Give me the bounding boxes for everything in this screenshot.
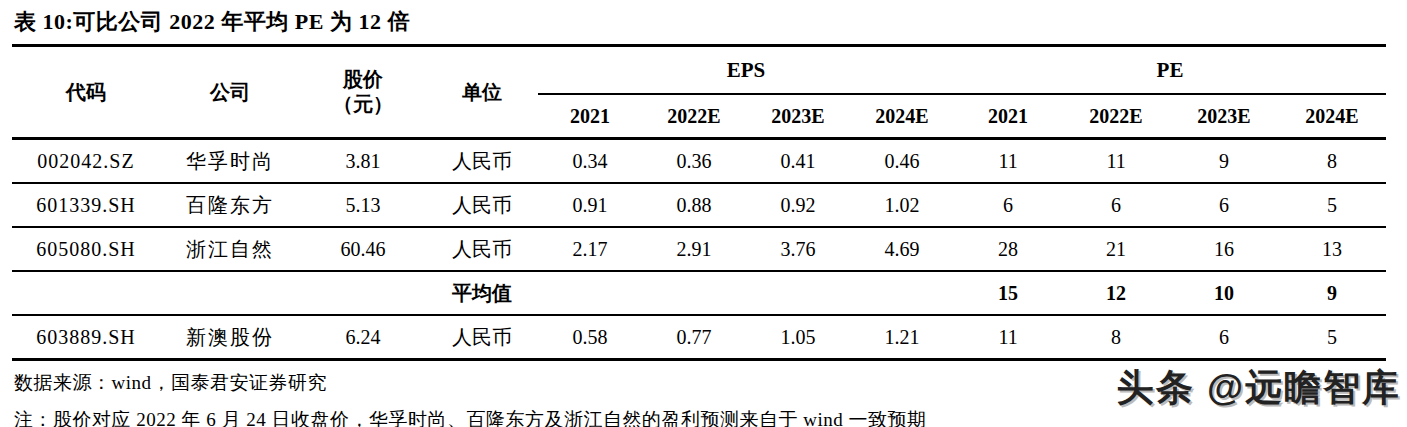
- col-header-pe-2024e: 2024E: [1278, 94, 1386, 139]
- watermark-text: 头条 @远瞻智库: [1117, 363, 1401, 413]
- unit-cell: 人民币: [426, 183, 538, 227]
- pe-cell: 11: [954, 315, 1062, 360]
- eps-cell: 0.88: [642, 183, 746, 227]
- report-page: 表 10:可比公司 2022 年平均 PE 为 12 倍 代码 公司 股价 （元…: [0, 0, 1407, 427]
- pe-cell: 16: [1170, 227, 1278, 271]
- pe-cell: 9: [1170, 139, 1278, 184]
- col-header-pe-2021: 2021: [954, 94, 1062, 139]
- pe-cell: 8: [1062, 315, 1170, 360]
- table-header-group-row: 代码 公司 股价 （元） 单位 EPS PE: [12, 47, 1386, 94]
- eps-cell: 1.02: [850, 183, 954, 227]
- price-header-line2: （元）: [300, 92, 426, 117]
- col-header-pe-2022e: 2022E: [1062, 94, 1170, 139]
- company-cell: 百隆东方: [160, 183, 300, 227]
- company-cell: 新澳股份: [160, 315, 300, 360]
- eps-cell: 0.34: [538, 139, 642, 184]
- eps-cell: 3.76: [746, 227, 850, 271]
- pe-cell: 5: [1278, 315, 1386, 360]
- col-header-eps-2021: 2021: [538, 94, 642, 139]
- eps-cell: 2.17: [538, 227, 642, 271]
- eps-cell: 2.91: [642, 227, 746, 271]
- empty-cell: [746, 271, 850, 315]
- average-row: 平均值 15 12 10 9: [12, 271, 1386, 315]
- price-cell: 6.24: [300, 315, 426, 360]
- table-row: 605080.SH 浙江自然 60.46 人民币 2.17 2.91 3.76 …: [12, 227, 1386, 271]
- eps-cell: 1.05: [746, 315, 850, 360]
- pe-cell: 6: [1170, 183, 1278, 227]
- footnote-text: 注：股价对应 2022 年 6 月 24 日收盘价，华孚时尚、百隆东方及浙江自然…: [14, 407, 1134, 427]
- code-cell: 601339.SH: [12, 183, 160, 227]
- code-cell: 605080.SH: [12, 227, 160, 271]
- col-header-eps-2024e: 2024E: [850, 94, 954, 139]
- eps-cell: 0.41: [746, 139, 850, 184]
- empty-cell: [300, 271, 426, 315]
- col-header-eps-2023e: 2023E: [746, 94, 850, 139]
- empty-cell: [642, 271, 746, 315]
- pe-average-cell: 15: [954, 271, 1062, 315]
- pe-cell: 5: [1278, 183, 1386, 227]
- eps-cell: 0.58: [538, 315, 642, 360]
- col-group-pe: PE: [954, 47, 1386, 94]
- pe-cell: 13: [1278, 227, 1386, 271]
- table-row: 601339.SH 百隆东方 5.13 人民币 0.91 0.88 0.92 1…: [12, 183, 1386, 227]
- pe-cell: 6: [1170, 315, 1278, 360]
- company-cell: 华孚时尚: [160, 139, 300, 184]
- code-cell: 603889.SH: [12, 315, 160, 360]
- company-cell: 浙江自然: [160, 227, 300, 271]
- eps-cell: 0.77: [642, 315, 746, 360]
- col-header-unit: 单位: [426, 47, 538, 139]
- unit-cell: 人民币: [426, 139, 538, 184]
- pe-average-cell: 10: [1170, 271, 1278, 315]
- col-group-eps: EPS: [538, 47, 954, 94]
- col-header-company: 公司: [160, 47, 300, 139]
- unit-cell: 人民币: [426, 315, 538, 360]
- table-title: 表 10:可比公司 2022 年平均 PE 为 12 倍: [12, 0, 1386, 47]
- unit-cell: 人民币: [426, 227, 538, 271]
- eps-cell: 0.46: [850, 139, 954, 184]
- pe-cell: 6: [954, 183, 1062, 227]
- price-cell: 3.81: [300, 139, 426, 184]
- pe-average-cell: 9: [1278, 271, 1386, 315]
- price-cell: 60.46: [300, 227, 426, 271]
- eps-cell: 0.36: [642, 139, 746, 184]
- comparable-companies-table: 代码 公司 股价 （元） 单位 EPS PE 2021 2022E 2023E …: [12, 47, 1386, 361]
- pe-average-cell: 12: [1062, 271, 1170, 315]
- table-row: 603889.SH 新澳股份 6.24 人民币 0.58 0.77 1.05 1…: [12, 315, 1386, 360]
- col-header-code: 代码: [12, 47, 160, 139]
- average-label-cell: 平均值: [426, 271, 538, 315]
- col-header-eps-2022e: 2022E: [642, 94, 746, 139]
- eps-cell: 1.21: [850, 315, 954, 360]
- empty-cell: [12, 271, 160, 315]
- empty-cell: [538, 271, 642, 315]
- eps-cell: 0.91: [538, 183, 642, 227]
- pe-cell: 11: [954, 139, 1062, 184]
- col-header-price: 股价 （元）: [300, 47, 426, 139]
- table-row: 002042.SZ 华孚时尚 3.81 人民币 0.34 0.36 0.41 0…: [12, 139, 1386, 184]
- eps-cell: 0.92: [746, 183, 850, 227]
- eps-cell: 4.69: [850, 227, 954, 271]
- pe-cell: 21: [1062, 227, 1170, 271]
- pe-cell: 8: [1278, 139, 1386, 184]
- empty-cell: [850, 271, 954, 315]
- code-cell: 002042.SZ: [12, 139, 160, 184]
- pe-cell: 11: [1062, 139, 1170, 184]
- price-cell: 5.13: [300, 183, 426, 227]
- pe-cell: 6: [1062, 183, 1170, 227]
- price-header-line1: 股价: [300, 67, 426, 92]
- pe-cell: 28: [954, 227, 1062, 271]
- col-header-pe-2023e: 2023E: [1170, 94, 1278, 139]
- empty-cell: [160, 271, 300, 315]
